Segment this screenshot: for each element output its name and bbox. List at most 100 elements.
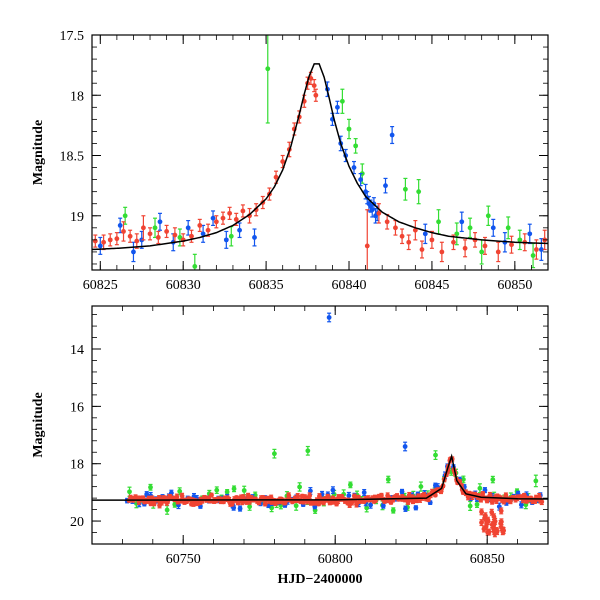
top-red-point-36: [376, 203, 382, 224]
bottom-red-dip-point-24: [485, 516, 491, 524]
bottom-red-point-124: [295, 493, 301, 500]
top-xtick-label-3: 60840: [332, 278, 367, 293]
top-red-point-20: [240, 204, 246, 218]
top-red-point-46: [462, 239, 468, 258]
bottom-ytick-label-2: 18: [70, 458, 84, 473]
top-xtick-label-0: 60825: [83, 278, 118, 293]
top-green-point-6: [339, 88, 345, 114]
top-blue-point-28: [389, 125, 395, 145]
top-red-point-16: [213, 215, 219, 229]
top-blue-point-7: [200, 224, 206, 243]
bottom-red-dip-point-29: [486, 528, 492, 536]
bottom-green-point-33: [348, 481, 353, 489]
top-red-point-15: [205, 223, 211, 237]
top-red-point-13: [189, 229, 194, 243]
bottom-red-point-61: [209, 492, 214, 498]
bottom-green-point-13: [214, 486, 220, 494]
bottom-red-dip-point-11: [498, 507, 504, 515]
top-blue-point-2: [131, 241, 136, 263]
bottom-red-point-276: [503, 492, 509, 499]
bottom-panel-frame: [91, 305, 549, 545]
top-green-point-11: [416, 179, 422, 205]
top-red-point-42: [419, 240, 425, 259]
bottom-red-point-259: [480, 491, 486, 496]
top-red-point-5: [127, 229, 133, 243]
bottom-blue-point-48: [361, 488, 367, 497]
top-red-point-10: [164, 224, 170, 239]
bottom-ytick-label-0: 14: [70, 343, 84, 358]
top-green-point-5: [265, 35, 271, 124]
bottom-blue-point-57: [403, 505, 408, 512]
top-panel-marks: [92, 35, 548, 270]
top-blue-point-31: [490, 218, 496, 237]
top-red-point-6: [134, 233, 140, 249]
top-green-point-12: [436, 209, 441, 235]
top-ytick-label-0: 17.5: [60, 29, 85, 44]
bottom-green-point-51: [467, 500, 473, 511]
top-green-point-14: [467, 217, 473, 239]
bottom-blue-point-42: [330, 486, 336, 494]
bottom-outlier-1: [272, 448, 277, 459]
bottom-x-axis-label: HJD−2400000: [278, 572, 363, 587]
top-red-point-7: [141, 215, 146, 241]
top-blue-point-6: [185, 219, 191, 236]
top-green-point-18: [517, 229, 523, 251]
bottom-panel-ticks: 60750 60800 60850 14 16 18 20: [70, 306, 549, 567]
top-blue-point-4: [157, 212, 163, 231]
top-blue-point-0: [97, 236, 103, 255]
bottom-red-dip-point-28: [479, 519, 484, 527]
bottom-red-dip-point-23: [489, 508, 495, 516]
bottom-xtick-label-1: 60800: [318, 552, 353, 567]
bottom-green-point-3: [148, 483, 153, 491]
top-green-point-7: [346, 118, 352, 140]
top-green-point-8: [353, 138, 359, 154]
bottom-red-dip-point-0: [479, 508, 484, 516]
bottom-blue-point-52: [380, 502, 386, 509]
top-y-axis-label: Magnitude: [31, 120, 46, 185]
top-ytick-label-2: 18.5: [60, 150, 85, 165]
bottom-green-point-17: [241, 485, 247, 496]
bottom-xtick-label-0: 60750: [166, 552, 201, 567]
top-panel-ticks: 60825 60830 60835 60840 60845 60850 17.5 18 18.5…: [60, 29, 549, 293]
top-blue-point-30: [459, 211, 465, 233]
bottom-green-point-54: [490, 475, 496, 484]
top-blue-point-9: [223, 230, 229, 249]
top-xtick-label-4: 60845: [414, 278, 449, 293]
top-green-point-2: [177, 228, 183, 247]
top-model-curve: [92, 63, 548, 251]
bottom-green-point-53: [477, 483, 483, 494]
bottom-outlier-3: [402, 441, 408, 452]
top-red-point-25: [273, 170, 279, 184]
bottom-ytick-label-1: 16: [70, 400, 84, 415]
top-green-point-19: [530, 242, 536, 269]
top-red-point-2: [107, 233, 113, 247]
bottom-green-point-6: [164, 505, 170, 515]
top-red-point-44: [439, 241, 445, 263]
top-blue-point-11: [252, 228, 257, 247]
top-ytick-label-1: 18: [70, 89, 84, 104]
bottom-xtick-label-2: 60850: [470, 552, 505, 567]
bottom-panel-marks: [92, 312, 548, 538]
top-blue-point-10: [237, 222, 242, 239]
top-red-point-39: [399, 228, 405, 245]
bottom-red-point-132: [307, 492, 313, 500]
bottom-red-point-39: [179, 492, 185, 500]
bottom-outlier-5: [533, 474, 539, 488]
bottom-blue-point-56: [399, 488, 405, 495]
top-red-point-40: [406, 234, 412, 251]
top-red-point-49: [495, 241, 501, 263]
top-red-point-50: [509, 235, 514, 254]
bottom-outlier-4: [433, 450, 438, 461]
bottom-model-curve: [92, 453, 548, 501]
bottom-green-point-52: [474, 500, 480, 508]
top-panel-frame: [91, 34, 549, 271]
top-green-point-17: [505, 216, 511, 240]
top-green-point-1: [152, 217, 158, 239]
bottom-outlier-2: [305, 445, 311, 456]
bottom-red-dip-point-20: [489, 521, 495, 529]
top-red-point-34: [313, 88, 319, 102]
bottom-green-point-40: [390, 507, 396, 514]
top-red-point-18: [227, 206, 233, 220]
bottom-red-dip-point-12: [481, 525, 487, 533]
